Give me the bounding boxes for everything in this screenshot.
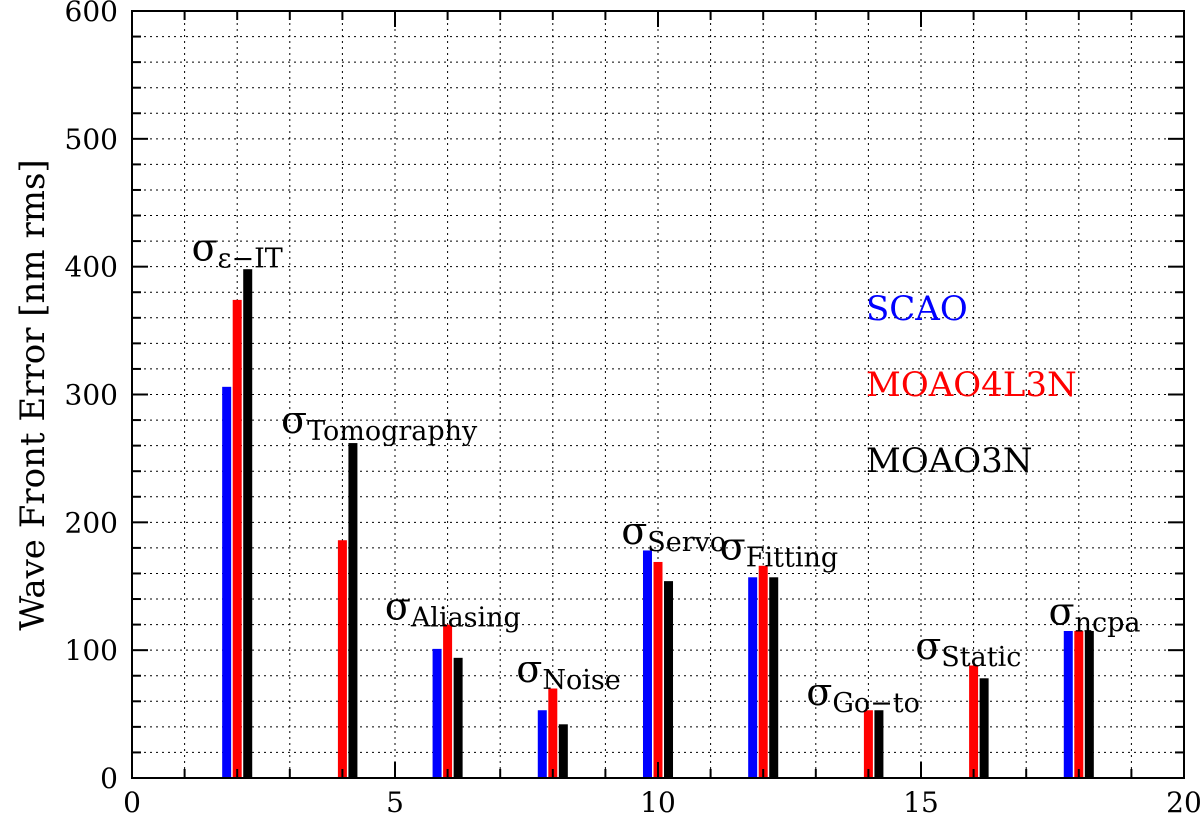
bar [222,386,232,778]
x-tick-label: 5 [386,786,404,815]
bar [537,710,547,778]
grid [132,11,1184,778]
y-axis-label: Wave Front Error [nm rms] [13,159,53,630]
legend-entry: MOAO3N [866,441,1033,481]
x-tick-label: 0 [123,786,141,815]
y-tick-label: 0 [100,762,118,795]
annotation-symbol: σ [192,225,218,269]
bars [222,269,1094,778]
annotation-symbol: σ [621,509,647,553]
annotation-subscript: ncpa [1075,608,1141,639]
bar [969,665,979,778]
annotation-subscript: Noise [542,665,620,696]
bar [558,724,568,778]
bar [863,710,873,778]
bar [453,657,463,778]
bar [243,269,253,778]
annotation-subscript: Aliasing [410,602,521,633]
bar-annotation: σTomography [281,398,478,447]
legend: SCAO MOAO4L3N MOAO3N [866,289,1077,481]
annotation-symbol: σ [915,624,941,668]
bar [874,710,884,778]
y-tick-label: 100 [65,634,118,667]
annotation-subscript: Go−to [832,688,920,719]
x-tick-label: 20 [1166,786,1200,815]
bar [653,561,663,778]
annotation-symbol: σ [516,647,542,691]
bar-annotation: σε−IT [192,225,283,274]
axis-ticks [131,10,1185,779]
bar [758,565,768,778]
bar [443,624,453,778]
y-tick-label: 500 [65,123,118,156]
annotation-symbol: σ [385,584,411,628]
bar [1084,630,1094,778]
bar [432,648,442,778]
bar [348,443,358,778]
annotation-symbol: σ [720,524,746,568]
bar-annotation: σncpa [1049,590,1141,639]
legend-entry: MOAO4L3N [866,365,1077,405]
annotation-subscript: ε−IT [218,243,283,274]
annotation-subscript: Servo [647,527,726,558]
bar [769,577,779,778]
bar-annotation: σAliasing [385,584,521,633]
annotation-subscript: Fitting [746,542,838,573]
annotation-subscript: Static [941,642,1021,673]
annotation-symbol: σ [806,670,832,714]
bar [548,688,558,778]
legend-entry: SCAO [866,289,968,329]
y-tick-label: 300 [65,379,118,412]
bar [664,581,674,778]
y-tick-label: 600 [65,0,118,28]
y-tick-label: 200 [65,506,118,539]
bar-annotation: σNoise [516,647,620,696]
bar [748,577,758,778]
bar [1074,630,1084,778]
bar [232,299,242,778]
annotation-symbol: σ [1049,590,1075,634]
x-tick-label: 15 [903,786,939,815]
bar-annotation: σGo−to [806,670,920,719]
annotation-symbol: σ [281,398,307,442]
y-tick-label: 400 [65,251,118,284]
bar-annotation: σStatic [915,624,1021,673]
bar [1063,630,1073,778]
annotations: σε−ITσTomographyσAliasingσNoiseσServoσFi… [192,225,1141,719]
annotation-subscript: Tomography [307,416,478,447]
bar-annotation: σServo [621,509,726,558]
bar [337,540,347,778]
bar [642,550,652,778]
x-tick-label: 10 [640,786,676,815]
bar [979,678,989,778]
bar-annotation: σFitting [720,524,838,573]
